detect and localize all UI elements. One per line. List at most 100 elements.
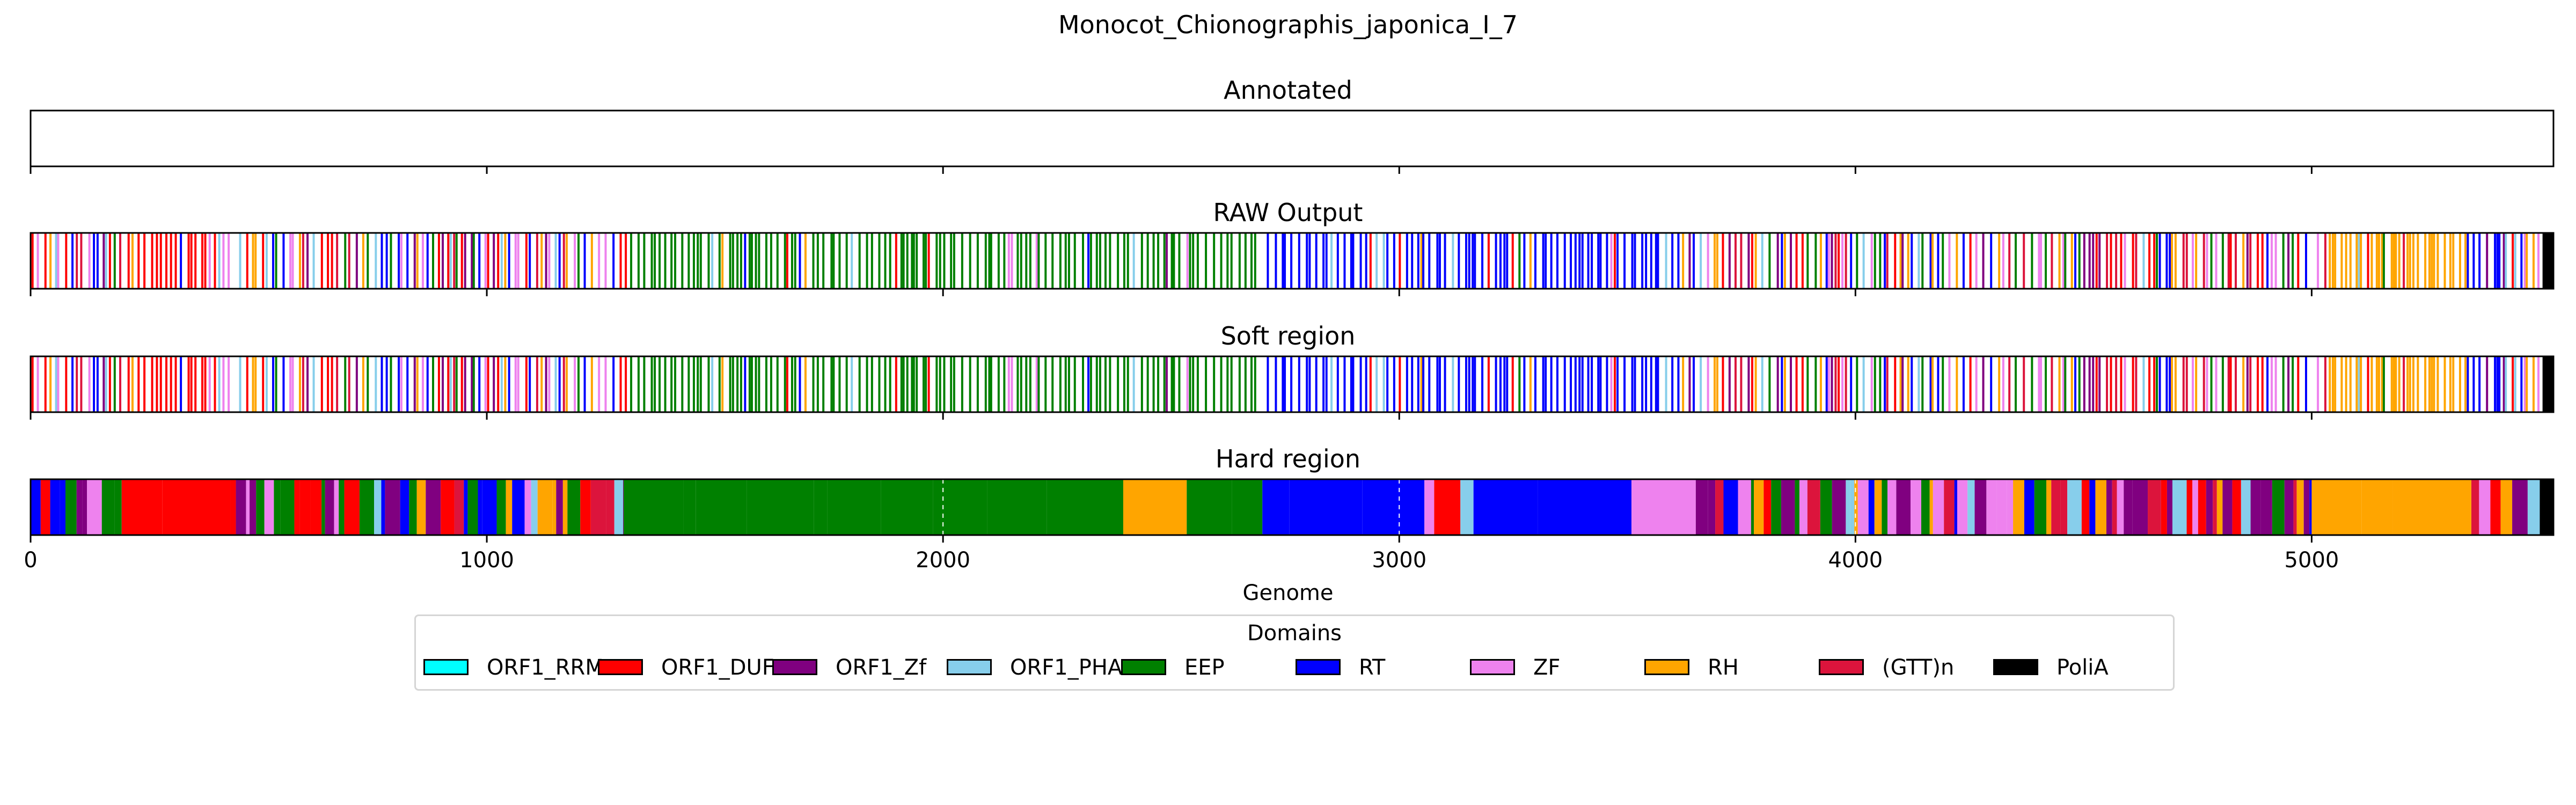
polia-hit (2544, 233, 2553, 289)
domain-block (2293, 479, 2297, 535)
domain-block (1896, 479, 1911, 535)
domain-block (1289, 479, 1363, 535)
domain-block (1555, 479, 1614, 535)
domain-block (246, 479, 250, 535)
domain-block (623, 479, 624, 535)
domain-block (1799, 479, 1807, 535)
track-annotated: Annotated (30, 76, 2555, 174)
domain-block (1957, 479, 1968, 535)
domain-block (614, 479, 624, 535)
domain-block (881, 479, 933, 535)
domain-block (1262, 479, 1290, 535)
domain-block (2124, 479, 2133, 535)
domain-block (1631, 479, 1696, 535)
domain-block (464, 479, 468, 535)
legend-label: RH (1708, 655, 1739, 680)
domain-block (1123, 479, 1187, 535)
legend-label: (GTT)n (1882, 655, 1955, 680)
domain-block (280, 479, 295, 535)
domain-block (2007, 479, 2014, 535)
domain-block (2192, 479, 2198, 535)
domain-block (321, 479, 325, 535)
domain-block (478, 479, 482, 535)
legend-label: ORF1_DUF (661, 655, 774, 680)
domain-block (65, 479, 77, 535)
legend-swatch (423, 659, 469, 675)
track-hard-region: Hard region (30, 444, 2555, 543)
x-tick-label: 0 (24, 548, 37, 573)
legend-title: Domains (1247, 621, 1342, 646)
domain-block (2024, 479, 2035, 535)
domain-block (2479, 479, 2491, 535)
domain-block (1887, 479, 1897, 535)
track-raw-output: RAW Output (30, 198, 2555, 296)
domain-block (1781, 479, 1795, 535)
domain-block (1874, 479, 1882, 535)
domain-block (556, 479, 563, 535)
track-title: Soft region (1221, 321, 1356, 350)
domain-block (2186, 479, 2193, 535)
domain-block (50, 479, 60, 535)
domain-block (250, 479, 257, 535)
domain-block (552, 479, 557, 535)
domain-block (2241, 479, 2251, 535)
domain-block (2303, 479, 2310, 535)
legend-label: EEP (1184, 655, 1225, 680)
legend-label: ORF1_RRM (487, 655, 604, 680)
domain-block (506, 479, 513, 535)
domain-block (467, 479, 478, 535)
domain-block (1046, 479, 1123, 535)
domain-block (2060, 479, 2068, 535)
domain-block (987, 479, 1047, 535)
domain-block (683, 479, 696, 535)
track-title: Hard region (1216, 444, 1360, 473)
domain-block (2232, 479, 2241, 535)
domain-block (606, 479, 614, 535)
track-title: RAW Output (1213, 198, 1363, 227)
domain-block (1187, 479, 1232, 535)
domain-block (1473, 479, 1538, 535)
domain-block (339, 479, 345, 535)
legend-entries: ORF1_RRM ORF1_DUF ORF1_Zf ORF1_PHA EEP RT ZF RH… (423, 653, 2168, 683)
domain-block (409, 479, 417, 535)
track-soft-region: Soft region (30, 321, 2555, 420)
domain-block (747, 479, 814, 535)
domain-block (310, 479, 322, 535)
domain-block (1424, 479, 1435, 535)
track-frame (30, 478, 2555, 536)
domain-block (2172, 479, 2187, 535)
domain-block (1614, 479, 1631, 535)
domain-block (2216, 479, 2223, 535)
domain-block (1751, 479, 1754, 535)
domain-block (2051, 479, 2061, 535)
domain-block (82, 479, 87, 535)
domain-block (1715, 479, 1724, 535)
domain-block (2527, 479, 2540, 535)
tracks: Annotated RAW Output Soft region Hard regio… (30, 76, 2555, 543)
x-axis: 0 1000 2000 3000 4000 5000 (24, 548, 2339, 573)
domain-block (1820, 479, 1832, 535)
domain-block (2392, 479, 2471, 535)
domain-block (2471, 479, 2479, 535)
legend-swatch (1121, 659, 1166, 675)
domain-block (1771, 479, 1781, 535)
domain-block (1857, 479, 1869, 535)
domain-block (2311, 479, 2362, 535)
legend-swatch (598, 659, 643, 675)
track-title: Annotated (1224, 76, 1352, 105)
domain-block (1996, 479, 2007, 535)
domain-block (2106, 479, 2112, 535)
domain-block (2095, 479, 2106, 535)
domain-block (344, 479, 360, 535)
domain-block (1933, 479, 1944, 535)
domain-block (524, 479, 531, 535)
domain-block (1434, 479, 1461, 535)
domain-block (2222, 479, 2233, 535)
domain-block (2540, 479, 2553, 535)
legend-label: ORF1_PHA (1010, 655, 1123, 680)
domain-block (482, 479, 497, 535)
domain-block (496, 479, 506, 535)
domain-block (2250, 479, 2261, 535)
domain-block (2167, 479, 2172, 535)
track-frame (30, 109, 2555, 167)
